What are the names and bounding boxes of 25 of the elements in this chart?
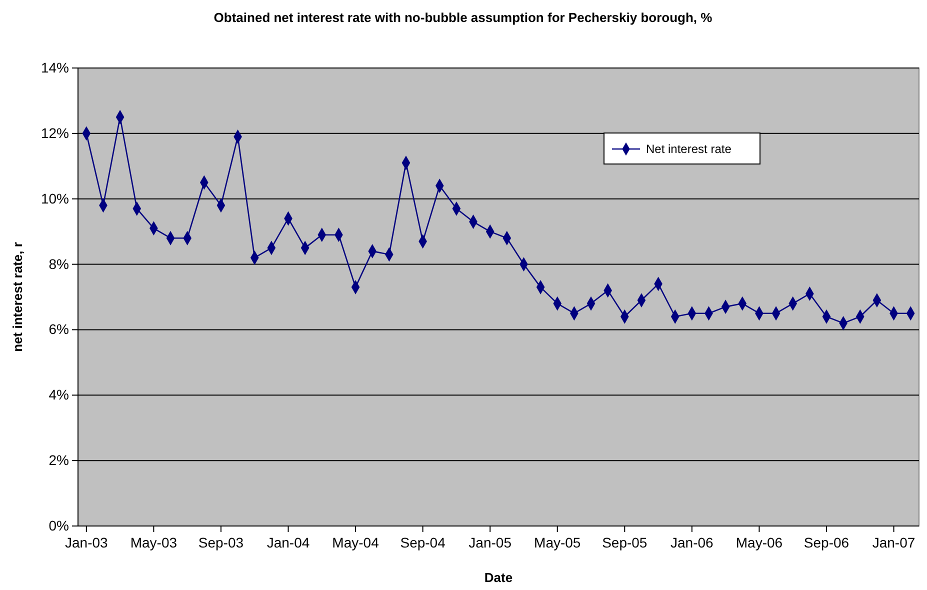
y-tick-label: 4% <box>48 386 69 403</box>
x-tick-label: Sep-05 <box>602 534 648 551</box>
chart-title: Obtained net interest rate with no-bubble assumption for Pecherskiy borough, % <box>214 10 713 25</box>
y-tick-label: 10% <box>40 190 69 206</box>
x-tick-label: May-04 <box>332 534 380 551</box>
y-tick-label: 0% <box>48 517 69 534</box>
y-tick-label: 2% <box>48 452 69 468</box>
x-tick-label: Jan-04 <box>266 534 310 551</box>
x-tick-label: Jan-07 <box>872 534 916 551</box>
x-tick-label: Sep-04 <box>400 534 446 551</box>
legend-label: Net interest rate <box>646 142 732 156</box>
x-tick-label: Jan-03 <box>65 534 108 551</box>
y-tick-label: 6% <box>48 321 69 338</box>
x-tick-label: Sep-06 <box>804 534 850 551</box>
y-tick-label: 14% <box>40 59 69 76</box>
x-tick-label: May-03 <box>130 534 178 551</box>
x-tick-label: May-06 <box>736 534 783 551</box>
y-axis-title: net interest rate, r <box>10 242 25 352</box>
y-tick-label: 12% <box>40 124 69 141</box>
x-tick-label: Jan-05 <box>468 534 512 551</box>
x-tick-label: May-05 <box>534 534 581 551</box>
y-tick-label: 8% <box>48 256 69 272</box>
x-tick-label: Sep-03 <box>198 534 244 551</box>
x-axis-title: Date <box>484 570 513 585</box>
x-tick-label: Jan-06 <box>670 534 714 551</box>
